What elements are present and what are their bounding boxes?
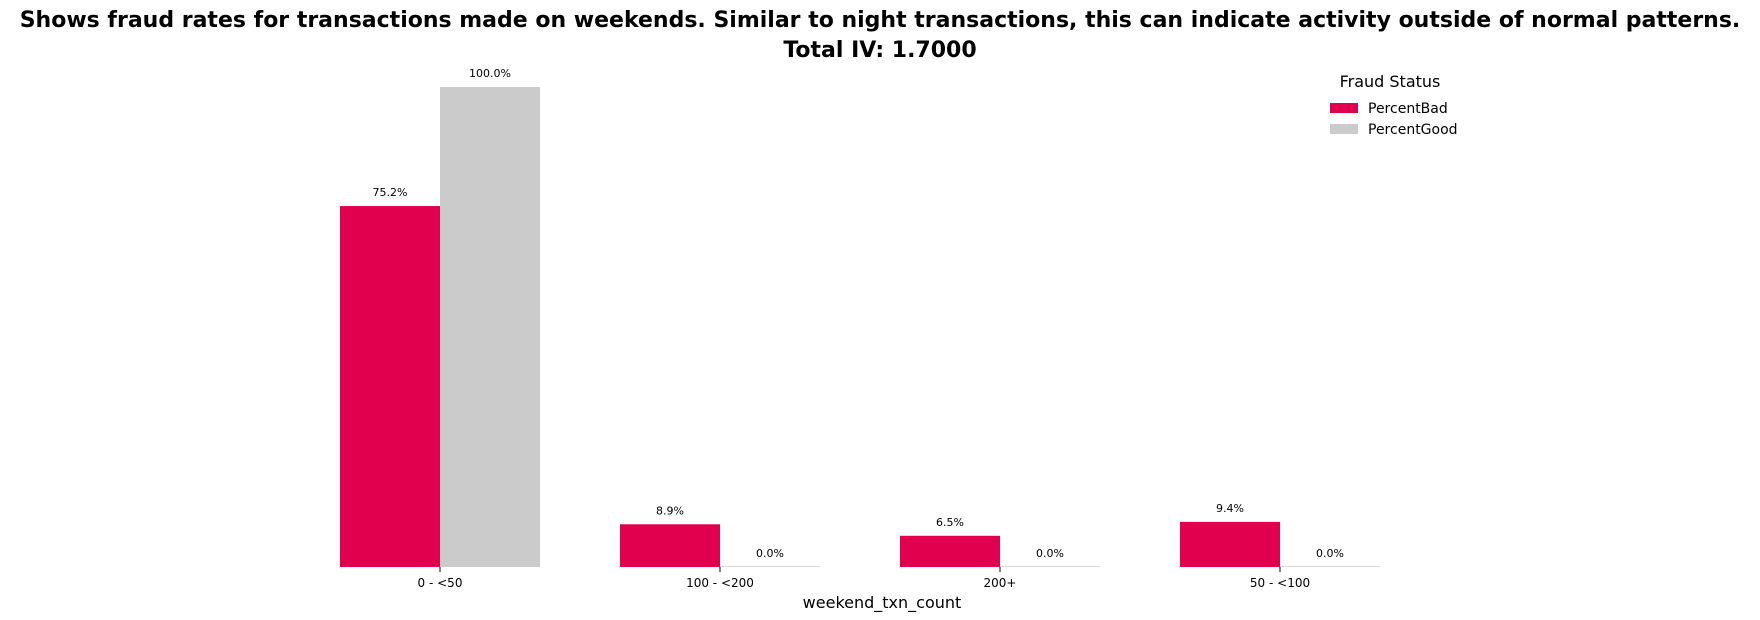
x-axis-title: weekend_txn_count — [803, 593, 962, 613]
x-tick-label-3: 50 - <100 — [1250, 576, 1310, 590]
bar-percentbad-0 — [340, 206, 440, 568]
bar-label-percentbad-0: 75.2% — [373, 186, 408, 199]
legend-label-percentgood[interactable]: PercentGood — [1368, 122, 1458, 138]
x-tick-label-2: 200+ — [984, 576, 1017, 590]
chart-subtitle: Total IV: 1.7000 — [783, 38, 977, 63]
bar-label-percentgood-1: 0.0% — [756, 547, 784, 560]
legend-title: Fraud Status — [1340, 72, 1441, 91]
x-tick-label-1: 100 - <200 — [686, 576, 754, 590]
bar-label-percentgood-3: 0.0% — [1316, 547, 1344, 560]
legend-swatch-percentgood[interactable] — [1330, 124, 1358, 134]
bar-percentgood-3 — [1280, 566, 1380, 567]
x-axis: 0 - <50 100 - <200 200+ 50 - <100 — [418, 567, 1310, 590]
bar-percentbad-1 — [620, 524, 720, 567]
bar-percentbad-2 — [900, 535, 1000, 567]
legend-label-percentbad[interactable]: PercentBad — [1368, 101, 1448, 117]
bar-percentgood-1 — [720, 566, 820, 567]
bar-label-percentbad-2: 6.5% — [936, 516, 964, 529]
chart-title-block: Shows fraud rates for transactions made … — [0, 6, 1760, 66]
legend[interactable]: Fraud Status PercentBad PercentGood — [1330, 72, 1458, 138]
bar-value-labels: 75.2% 100.0% 8.9% 0.0% 6.5% 0.0% 9.4% 0.0% — [373, 67, 1344, 560]
bar-percentgood-2 — [1000, 566, 1100, 567]
bar-label-percentbad-1: 8.9% — [656, 504, 684, 517]
bar-percentgood-0 — [440, 87, 540, 567]
legend-swatch-percentbad[interactable] — [1330, 103, 1358, 113]
bar-label-percentbad-3: 9.4% — [1216, 502, 1244, 515]
bar-label-percentgood-2: 0.0% — [1036, 547, 1064, 560]
bars-layer — [340, 87, 1380, 568]
bar-label-percentgood-0: 100.0% — [469, 67, 511, 80]
bar-percentbad-3 — [1180, 521, 1280, 567]
x-tick-label-0: 0 - <50 — [418, 576, 463, 590]
chart-title: Shows fraud rates for transactions made … — [19, 8, 1741, 33]
